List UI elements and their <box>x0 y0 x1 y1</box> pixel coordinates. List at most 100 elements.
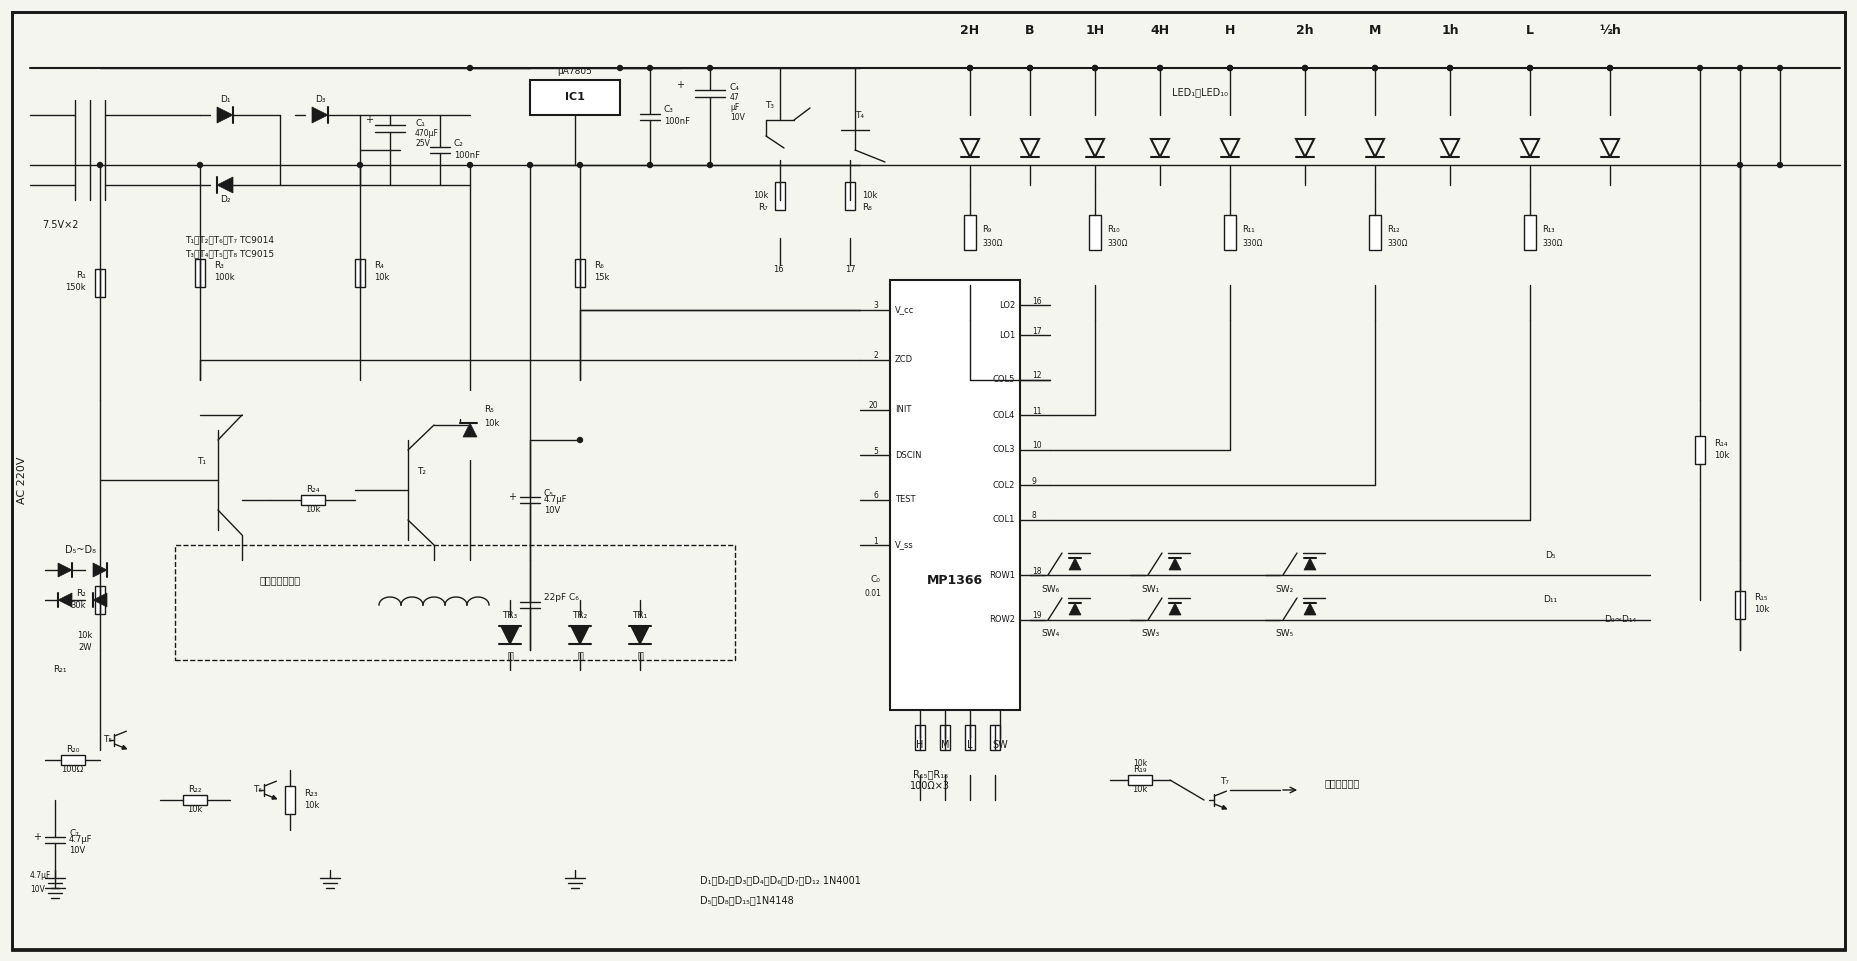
Text: 11: 11 <box>1032 407 1042 415</box>
Circle shape <box>1227 65 1233 70</box>
Text: C₂: C₂ <box>453 138 464 147</box>
Text: 10k: 10k <box>305 505 319 514</box>
Circle shape <box>1157 65 1162 70</box>
Circle shape <box>648 162 652 167</box>
Text: SW₃: SW₃ <box>1140 629 1159 638</box>
Polygon shape <box>93 563 108 577</box>
Text: SW₄: SW₄ <box>1042 629 1058 638</box>
Bar <box>964 215 977 250</box>
Text: R₅: R₅ <box>485 406 494 414</box>
Text: 4.7μF
10V: 4.7μF 10V <box>69 835 93 854</box>
Text: 4.7μF: 4.7μF <box>30 871 52 879</box>
Text: D₁₁: D₁₁ <box>1543 596 1556 604</box>
Text: V_ss: V_ss <box>895 540 914 550</box>
Text: 2W: 2W <box>78 644 91 653</box>
Text: 10k: 10k <box>1755 605 1770 614</box>
Circle shape <box>708 65 713 70</box>
Text: SW₅: SW₅ <box>1276 629 1294 638</box>
Text: 4H: 4H <box>1151 23 1170 37</box>
Circle shape <box>1697 65 1703 70</box>
Text: R₇: R₇ <box>758 203 769 211</box>
Circle shape <box>197 162 202 167</box>
Text: R₈: R₈ <box>862 203 873 211</box>
Text: 9: 9 <box>1032 477 1036 485</box>
Text: 5: 5 <box>873 447 878 456</box>
Bar <box>990 725 1001 750</box>
Polygon shape <box>123 746 126 750</box>
Polygon shape <box>93 593 108 607</box>
Text: L: L <box>967 740 973 750</box>
Polygon shape <box>501 626 518 644</box>
Text: R₁: R₁ <box>76 271 85 280</box>
Circle shape <box>1447 65 1452 70</box>
Text: R₂₁: R₂₁ <box>54 666 67 675</box>
Circle shape <box>98 162 102 167</box>
Text: ZCD: ZCD <box>895 356 914 364</box>
Bar <box>61 755 85 765</box>
Text: 10k: 10k <box>752 190 769 200</box>
Bar <box>940 725 951 750</box>
Polygon shape <box>217 107 232 123</box>
Text: 1H: 1H <box>1086 23 1105 37</box>
Text: T₃、T₄、T₅、T₈ TC9015: T₃、T₄、T₅、T₈ TC9015 <box>186 250 275 259</box>
Text: C₄: C₄ <box>730 83 739 91</box>
Text: 2h: 2h <box>1296 23 1313 37</box>
Text: 10k: 10k <box>1133 759 1148 769</box>
Circle shape <box>1302 65 1307 70</box>
Text: +: + <box>509 492 516 502</box>
Text: 轻触开关输出: 轻触开关输出 <box>1326 778 1359 788</box>
Text: +: + <box>366 115 373 125</box>
Circle shape <box>578 162 583 167</box>
Text: H: H <box>1226 23 1235 37</box>
Circle shape <box>1738 65 1742 70</box>
Text: C₅: C₅ <box>544 488 553 498</box>
Bar <box>916 725 925 750</box>
Bar <box>576 259 585 286</box>
Text: R₉: R₉ <box>982 226 992 234</box>
Text: 10k: 10k <box>188 805 202 815</box>
Circle shape <box>708 162 713 167</box>
Text: 100nF: 100nF <box>453 151 479 160</box>
Text: 100nF: 100nF <box>665 117 691 126</box>
Circle shape <box>1372 65 1378 70</box>
Text: LO2: LO2 <box>999 301 1016 309</box>
Polygon shape <box>312 107 329 123</box>
Circle shape <box>618 65 622 70</box>
Text: 25V: 25V <box>414 139 429 149</box>
Text: M: M <box>941 740 949 750</box>
Circle shape <box>1777 65 1783 70</box>
Text: M: M <box>1369 23 1382 37</box>
Text: +: + <box>676 80 683 90</box>
Polygon shape <box>1304 558 1317 570</box>
Bar <box>195 259 204 286</box>
Text: 2: 2 <box>873 352 878 360</box>
Text: 0.01: 0.01 <box>865 589 882 599</box>
Circle shape <box>468 65 472 70</box>
Polygon shape <box>58 563 72 577</box>
Text: LO1: LO1 <box>999 331 1016 339</box>
Polygon shape <box>58 593 72 607</box>
Text: 150k: 150k <box>65 283 85 292</box>
Text: 10k: 10k <box>1133 785 1148 795</box>
Bar <box>1127 775 1151 785</box>
Text: T₅: T₅ <box>104 735 113 745</box>
Text: 18: 18 <box>1032 566 1042 576</box>
Polygon shape <box>1170 603 1181 615</box>
Text: C₀: C₀ <box>871 576 880 584</box>
Text: 12: 12 <box>1032 372 1042 381</box>
Text: AC 220V: AC 220V <box>17 456 28 504</box>
Circle shape <box>1738 162 1742 167</box>
Text: TR₁: TR₁ <box>633 610 648 620</box>
Text: B: B <box>1025 23 1034 37</box>
Bar <box>1525 215 1536 250</box>
Text: R₁₅: R₁₅ <box>1755 594 1768 603</box>
Text: 17: 17 <box>1032 327 1042 335</box>
Text: 10k: 10k <box>1714 451 1729 459</box>
Text: R₁₀: R₁₀ <box>1107 226 1120 234</box>
Circle shape <box>967 65 973 70</box>
Text: 10V: 10V <box>730 113 745 122</box>
Text: COL3: COL3 <box>992 446 1016 455</box>
Text: SW₆: SW₆ <box>1042 584 1058 594</box>
Text: D₅~D₈: D₅~D₈ <box>65 545 95 555</box>
Polygon shape <box>217 177 232 193</box>
